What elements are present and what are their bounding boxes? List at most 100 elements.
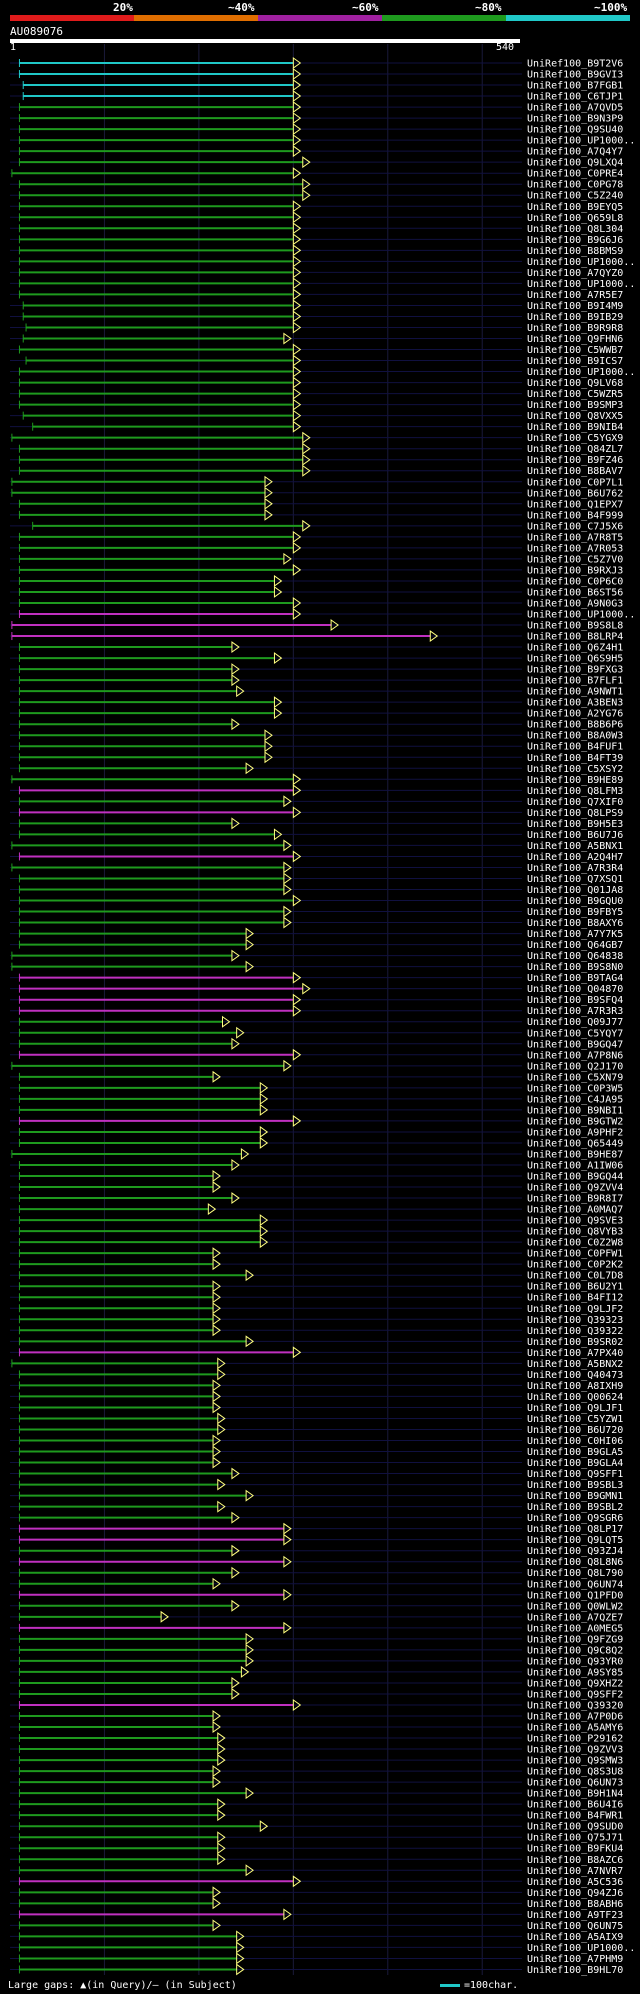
hit-row[interactable]: UniRef100_B8ABH6 [10, 1897, 623, 1910]
hit-id-label[interactable]: UniRef100_B4FT39 [527, 753, 623, 764]
hit-row[interactable]: UniRef100_A8IXH9 [10, 1379, 623, 1392]
hit-id-label[interactable]: UniRef100_B9FKU4 [527, 1844, 623, 1855]
hit-id-label[interactable]: UniRef100_Q1PFD0 [527, 1590, 623, 1601]
hit-id-label[interactable]: UniRef100_B9SR02 [527, 1337, 623, 1348]
hit-id-label[interactable]: UniRef100_A8IXH9 [527, 1381, 623, 1392]
hit-row[interactable]: UniRef100_Q01JA8 [10, 883, 623, 897]
hit-id-label[interactable]: UniRef100_B9GQ47 [527, 1039, 623, 1050]
hit-id-label[interactable]: UniRef100_Q9XHZ2 [527, 1678, 623, 1689]
hit-id-label[interactable]: UniRef100_Q9LXQ4 [527, 158, 623, 169]
hit-id-label[interactable]: UniRef100_Q9SMW3 [527, 1756, 623, 1767]
hit-id-label[interactable]: UniRef100_B9R8I7 [527, 1194, 623, 1205]
hit-row[interactable]: UniRef100_A5BNX1 [10, 839, 623, 852]
hit-row[interactable]: UniRef100_B9ICS7 [10, 354, 623, 368]
hit-id-label[interactable]: UniRef100_B9T2V6 [527, 59, 623, 70]
hit-id-label[interactable]: UniRef100_B6ST56 [527, 587, 623, 598]
hit-row[interactable]: UniRef100_A9SY85 [10, 1665, 623, 1679]
hit-id-label[interactable]: UniRef100_C0L7D8 [527, 1271, 623, 1282]
hit-id-label[interactable]: UniRef100_C5WWB7 [527, 345, 623, 356]
hit-id-label[interactable]: UniRef100_Q9SUD0 [527, 1822, 623, 1833]
hit-row[interactable]: UniRef100_Q8S3U8 [10, 1765, 623, 1778]
hit-id-label[interactable]: UniRef100_A7Q4Y7 [527, 147, 623, 158]
hit-id-label[interactable]: UniRef100_Q9SFF2 [527, 1689, 623, 1700]
hit-id-label[interactable]: UniRef100_Q9LQT5 [527, 1535, 623, 1546]
hit-row[interactable]: UniRef100_Q39320 [10, 1699, 623, 1712]
hit-row[interactable]: UniRef100_B9T2V6 [10, 57, 623, 70]
hit-row[interactable]: UniRef100_Q7XIF0 [10, 795, 623, 808]
hit-id-label[interactable]: UniRef100_B9GLA4 [527, 1458, 623, 1469]
hit-row[interactable]: UniRef100_A7P8N6 [10, 1048, 623, 1062]
hit-id-label[interactable]: UniRef100_Q8LPS9 [527, 808, 623, 819]
hit-row[interactable]: UniRef100_B4FUF1 [10, 740, 623, 753]
hit-id-label[interactable]: UniRef100_C0P7L1 [527, 477, 623, 488]
hit-id-label[interactable]: UniRef100_A9NWT1 [527, 687, 623, 698]
hit-row[interactable]: UniRef100_C6TJP1 [10, 90, 623, 103]
hit-row[interactable]: UniRef100_B8B6P6 [10, 718, 623, 731]
hit-row[interactable]: UniRef100_B4F999 [10, 508, 623, 522]
hit-id-label[interactable]: UniRef100_C5YQY7 [527, 1028, 623, 1039]
hit-id-label[interactable]: UniRef100_B9S8N0 [527, 962, 623, 973]
hit-id-label[interactable]: UniRef100_A9N0G3 [527, 598, 623, 609]
hit-row[interactable]: UniRef100_Q39322 [10, 1324, 623, 1337]
hit-row[interactable]: UniRef100_C5YQY7 [10, 1026, 623, 1040]
hit-id-label[interactable]: UniRef100_B6U720 [527, 1425, 623, 1436]
hit-row[interactable]: UniRef100_A5BNX2 [10, 1357, 623, 1370]
hit-id-label[interactable]: UniRef100_A7Y7K5 [527, 929, 623, 940]
hit-row[interactable]: UniRef100_UP1000.. [10, 1941, 635, 1954]
hit-id-label[interactable]: UniRef100_Q9LV68 [527, 378, 623, 389]
hit-id-label[interactable]: UniRef100_B9EYQ5 [527, 202, 623, 213]
hit-row[interactable]: UniRef100_A7R5E7 [10, 288, 623, 301]
hit-id-label[interactable]: UniRef100_P29162 [527, 1734, 623, 1745]
hit-row[interactable]: UniRef100_Q8LPS9 [10, 806, 623, 819]
hit-id-label[interactable]: UniRef100_A5BNX1 [527, 841, 623, 852]
hit-id-label[interactable]: UniRef100_B8LRP4 [527, 632, 623, 643]
hit-row[interactable]: UniRef100_Q9FHN6 [10, 332, 623, 346]
hit-id-label[interactable]: UniRef100_C4JA95 [527, 1094, 623, 1105]
hit-id-label[interactable]: UniRef100_B9IB29 [527, 312, 623, 323]
hit-id-label[interactable]: UniRef100_B9TAG4 [527, 973, 623, 984]
hit-id-label[interactable]: UniRef100_B9SMP3 [527, 400, 623, 411]
hit-id-label[interactable]: UniRef100_A7PX40 [527, 1348, 623, 1359]
hit-row[interactable]: UniRef100_A7QYZ0 [10, 266, 623, 279]
hit-id-label[interactable]: UniRef100_B6U762 [527, 488, 623, 499]
hit-id-label[interactable]: UniRef100_Q9SU40 [527, 125, 623, 136]
hit-row[interactable]: UniRef100_Q9FZG9 [10, 1632, 623, 1646]
hit-id-label[interactable]: UniRef100_UP1000.. [527, 279, 635, 290]
hit-id-label[interactable]: UniRef100_B9RXJ3 [527, 565, 623, 576]
hit-row[interactable]: UniRef100_A9NWT1 [10, 685, 623, 698]
hit-row[interactable]: UniRef100_B9G6J6 [10, 233, 623, 246]
hit-row[interactable]: UniRef100_Q8LP17 [10, 1522, 623, 1536]
hit-row[interactable]: UniRef100_B4FT39 [10, 751, 623, 764]
hit-id-label[interactable]: UniRef100_B9HL70 [527, 1965, 623, 1976]
hit-row[interactable]: UniRef100_C5Z240 [10, 189, 623, 202]
hit-row[interactable]: UniRef100_Q8VYB3 [10, 1225, 623, 1238]
hit-id-label[interactable]: UniRef100_B7FLF1 [527, 676, 623, 687]
hit-row[interactable]: UniRef100_B6U2Y1 [10, 1280, 623, 1293]
hit-id-label[interactable]: UniRef100_Q8LP17 [527, 1524, 623, 1535]
hit-row[interactable]: UniRef100_C0HI06 [10, 1434, 623, 1448]
hit-id-label[interactable]: UniRef100_B9FXG3 [527, 665, 623, 676]
hit-id-label[interactable]: UniRef100_Q09J77 [527, 1017, 623, 1028]
hit-id-label[interactable]: UniRef100_Q39323 [527, 1315, 623, 1326]
hit-id-label[interactable]: UniRef100_Q6UN73 [527, 1778, 623, 1789]
hit-row[interactable]: UniRef100_A7R3R4 [10, 861, 623, 874]
hit-row[interactable]: UniRef100_C0P6C0 [10, 574, 623, 588]
hit-id-label[interactable]: UniRef100_Q94ZJ6 [527, 1888, 623, 1899]
hit-row[interactable]: UniRef100_Q9LQT5 [10, 1533, 623, 1547]
hit-id-label[interactable]: UniRef100_B9GQU0 [527, 896, 623, 907]
hit-row[interactable]: UniRef100_Q9ZVV3 [10, 1743, 623, 1756]
hit-id-label[interactable]: UniRef100_C0Z2W8 [527, 1238, 623, 1249]
hit-row[interactable]: UniRef100_A7QVD5 [10, 101, 623, 114]
hit-id-label[interactable]: UniRef100_B9SBL2 [527, 1502, 623, 1513]
hit-row[interactable]: UniRef100_A7R3R3 [10, 1004, 623, 1018]
hit-row[interactable]: UniRef100_B6U7J6 [10, 828, 623, 841]
hit-row[interactable]: UniRef100_A5AIX9 [10, 1930, 623, 1943]
hit-row[interactable]: UniRef100_Q9LJF2 [10, 1302, 623, 1315]
hit-id-label[interactable]: UniRef100_Q2J170 [527, 1061, 623, 1072]
hit-row[interactable]: UniRef100_C5WZR5 [10, 387, 623, 401]
hit-row[interactable]: UniRef100_B4FWR1 [10, 1809, 623, 1822]
hit-row[interactable]: UniRef100_A7R8T5 [10, 530, 623, 544]
hit-row[interactable]: UniRef100_Q9SU40 [10, 123, 623, 136]
hit-id-label[interactable]: UniRef100_Q39322 [527, 1326, 623, 1337]
hit-row[interactable]: UniRef100_B9GQ44 [10, 1170, 623, 1183]
